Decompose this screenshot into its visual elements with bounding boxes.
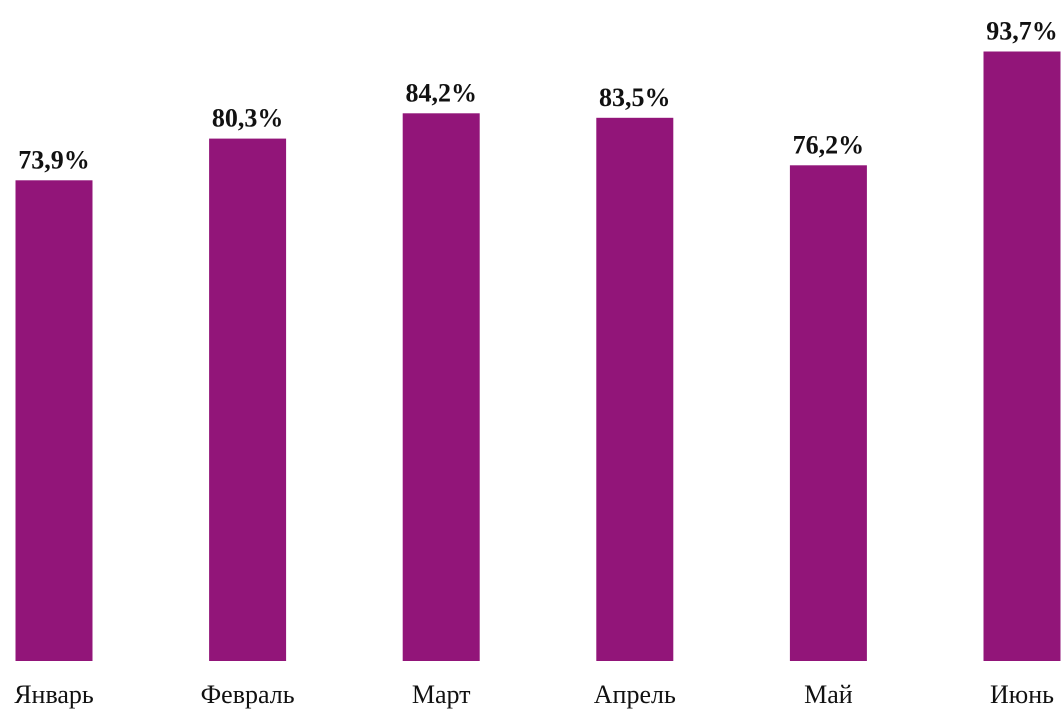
bars-group [15,51,1061,662]
bar-value-label: 84,2% [405,78,477,107]
bar-value-label: 80,3% [212,104,284,133]
bar-value-label: 93,7% [986,17,1058,46]
x-tick-label: Январь [14,680,94,709]
x-tick-label: Апрель [594,680,676,709]
x-tick-labels-group: Январь Февраль Март Апрель Май Июнь [14,680,1054,709]
x-tick-label: Июнь [990,680,1054,709]
bar [789,165,867,662]
bar-value-label: 76,2% [793,130,865,159]
bar [596,117,674,662]
bar [15,180,93,662]
x-tick-label: Февраль [201,680,295,709]
x-tick-label: Май [804,680,853,709]
bar-value-label: 73,9% [18,145,90,174]
bar-value-label: 83,5% [599,83,671,112]
bar [209,138,287,662]
bar [983,51,1061,661]
x-tick-label: Март [412,680,471,709]
value-labels-group: 73,9% 80,3% 84,2% 83,5% 76,2% 93,7% [18,17,1058,175]
bar [402,113,480,662]
